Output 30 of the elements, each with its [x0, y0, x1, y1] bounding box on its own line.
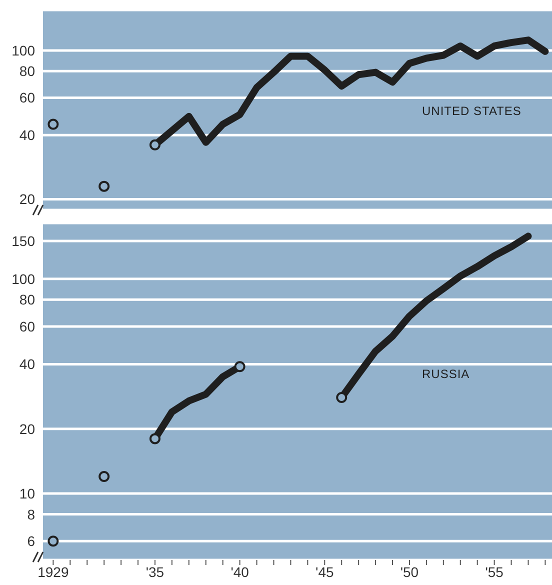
y-tick-label: 150 — [12, 233, 36, 249]
y-tick-label: 80 — [19, 63, 36, 80]
x-tick-label: '35 — [146, 564, 164, 580]
x-tick-label: '40 — [230, 564, 250, 580]
point — [48, 536, 59, 547]
y-tick-label: 60 — [19, 318, 36, 334]
y-tick-label: 80 — [19, 292, 36, 308]
x-tick-label: '55 — [485, 564, 504, 580]
point — [98, 471, 110, 482]
y-tick-label: 6 — [27, 533, 36, 550]
y-tick-label: 10 — [19, 485, 36, 502]
y-tick-label: 40 — [19, 127, 36, 144]
text: RUSSIA — [422, 367, 470, 381]
y-tick-label: 60 — [19, 90, 36, 106]
y-tick-label: 20 — [19, 420, 36, 437]
point — [149, 433, 160, 444]
x-tick-label: '45 — [316, 564, 334, 580]
point — [98, 180, 110, 192]
point — [336, 392, 348, 404]
y-tick-label: 100 — [12, 42, 36, 58]
y-tick-label: 20 — [19, 191, 36, 208]
y-tick-label: 100 — [12, 270, 36, 287]
point — [48, 118, 59, 130]
point — [149, 139, 160, 150]
x-tick-label: 1929 — [38, 564, 69, 580]
y-tick-label: 40 — [19, 356, 36, 372]
point — [234, 361, 246, 372]
y-tick-label: 8 — [27, 506, 36, 522]
x-tick-label: '50 — [400, 564, 419, 580]
text: UNITED STATES — [422, 104, 522, 118]
